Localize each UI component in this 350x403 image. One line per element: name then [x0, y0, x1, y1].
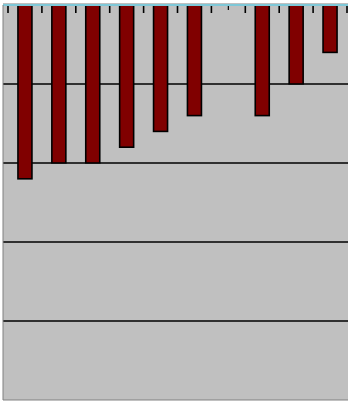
bar: [322, 4, 338, 54]
bar: [51, 4, 67, 164]
bar: [152, 4, 169, 133]
bar: [84, 4, 101, 164]
bar: [17, 4, 33, 180]
bar: [254, 4, 271, 117]
bar-series: [17, 4, 338, 180]
bar: [186, 4, 203, 117]
bar: [118, 4, 135, 148]
bar: [288, 4, 304, 85]
